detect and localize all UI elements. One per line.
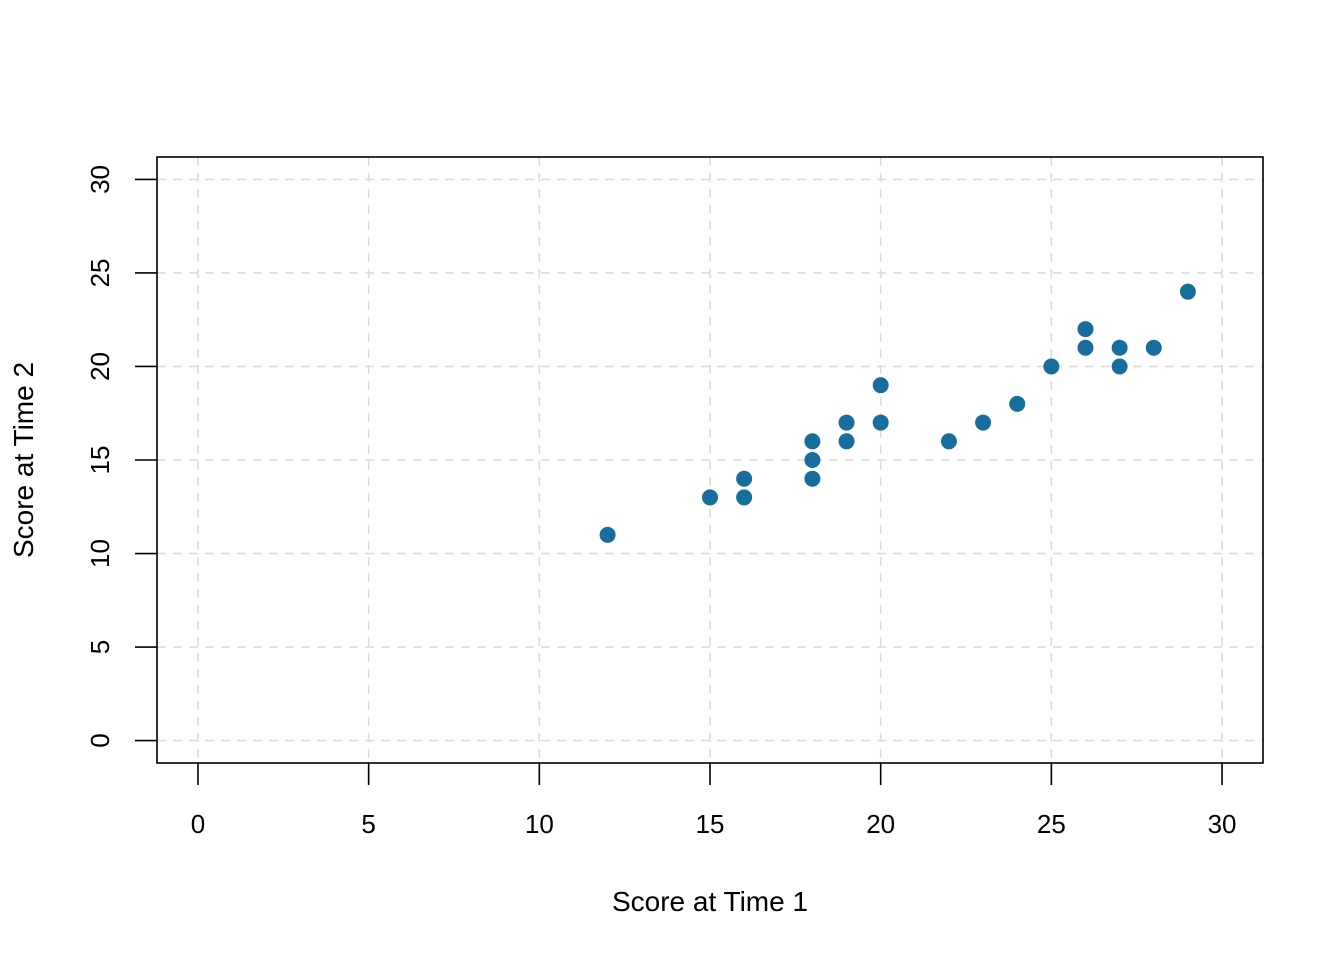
x-tick-label-25: 25 xyxy=(1037,809,1066,839)
y-tick-label-0: 0 xyxy=(85,733,115,747)
data-point-14 xyxy=(1009,395,1026,412)
data-point-1 xyxy=(599,526,616,543)
x-tick-label-5: 5 xyxy=(361,809,375,839)
data-point-3 xyxy=(736,489,753,506)
y-tick-label-25: 25 xyxy=(85,259,115,288)
y-axis: 0 5 10 15 20 25 30 xyxy=(85,165,157,748)
data-point-9 xyxy=(838,414,855,431)
data-point-16 xyxy=(1077,339,1094,356)
data-point-4 xyxy=(736,470,753,487)
y-tick-label-20: 20 xyxy=(85,352,115,381)
data-point-10 xyxy=(872,414,889,431)
y-axis-title: Score at Time 2 xyxy=(8,362,39,558)
x-tick-label-20: 20 xyxy=(866,809,895,839)
data-point-15 xyxy=(1043,358,1060,375)
data-point-5 xyxy=(804,470,821,487)
y-tick-label-10: 10 xyxy=(85,539,115,568)
data-point-2 xyxy=(702,489,718,506)
data-points xyxy=(599,283,1196,543)
data-point-8 xyxy=(838,433,855,450)
data-point-17 xyxy=(1077,321,1094,338)
x-tick-label-0: 0 xyxy=(191,809,205,839)
data-point-12 xyxy=(940,433,957,450)
data-point-6 xyxy=(804,452,821,468)
data-point-19 xyxy=(1111,339,1128,356)
data-point-11 xyxy=(872,377,889,394)
x-tick-label-10: 10 xyxy=(525,809,554,839)
y-tick-label-30: 30 xyxy=(85,165,115,194)
grid xyxy=(157,157,1263,763)
x-tick-label-15: 15 xyxy=(696,809,725,839)
y-tick-label-5: 5 xyxy=(85,640,115,654)
data-point-20 xyxy=(1145,339,1162,356)
data-point-13 xyxy=(975,414,992,431)
x-tick-label-30: 30 xyxy=(1208,809,1237,839)
x-axis: 0 5 10 15 20 25 30 xyxy=(191,763,1237,839)
x-axis-title: Score at Time 1 xyxy=(612,886,808,917)
y-tick-label-15: 15 xyxy=(85,446,115,475)
data-point-7 xyxy=(804,433,821,450)
data-point-21 xyxy=(1179,283,1196,300)
data-point-18 xyxy=(1111,358,1128,375)
